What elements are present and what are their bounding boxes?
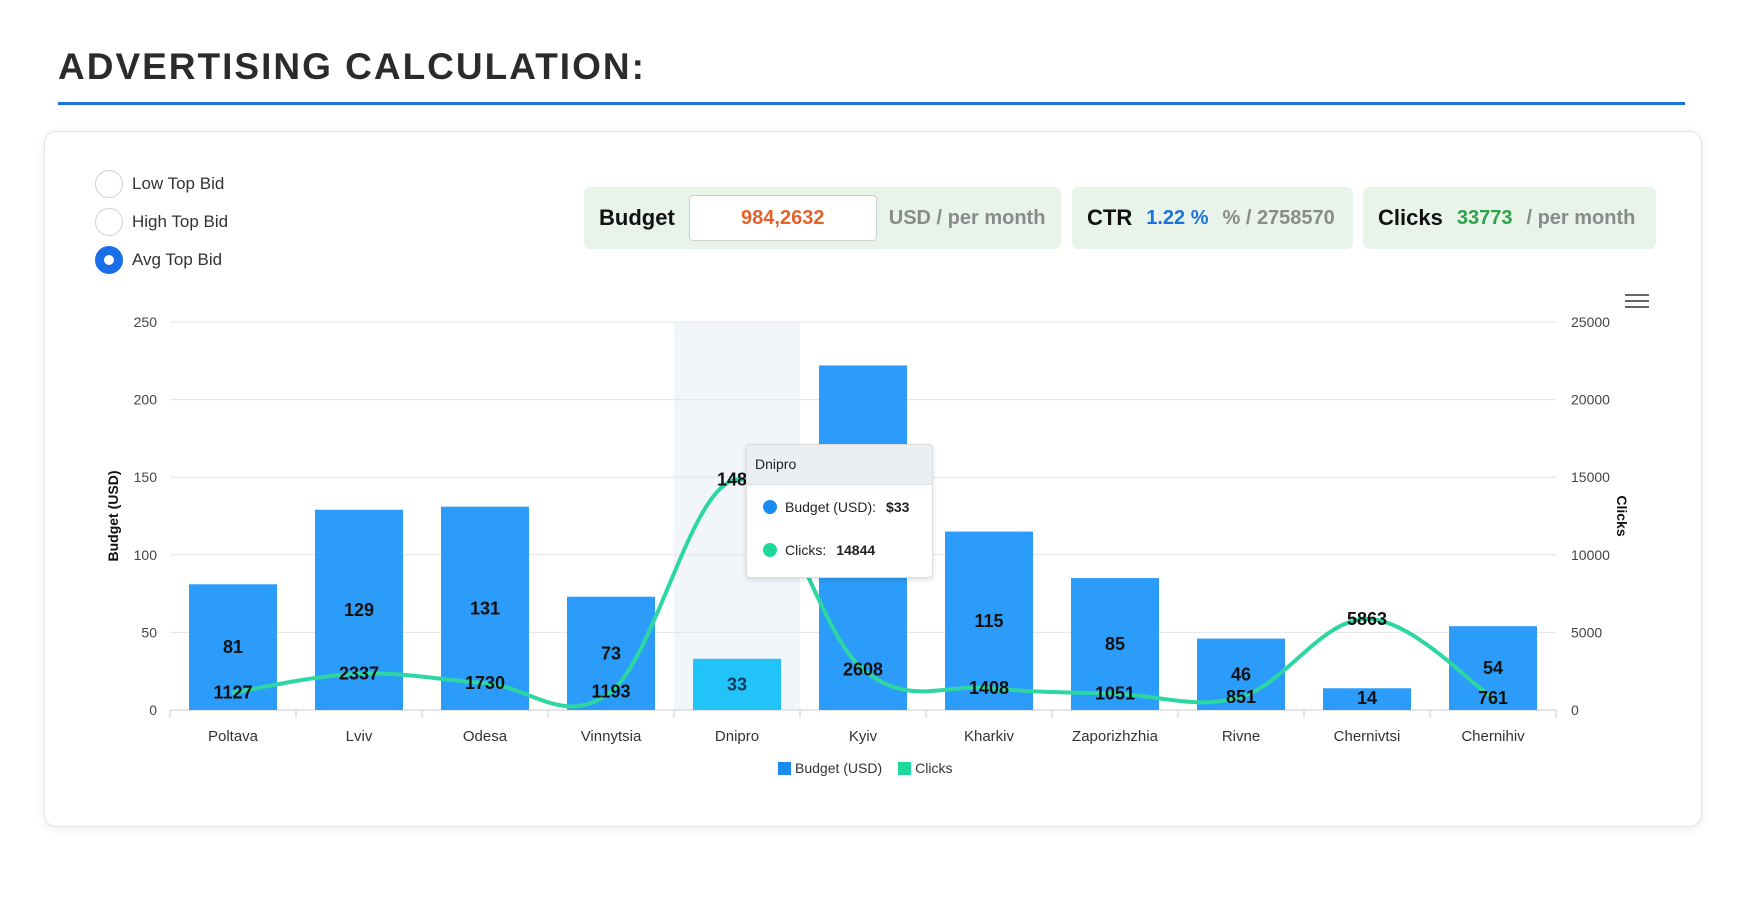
x-tick-label: Dnipro: [715, 728, 759, 745]
tooltip-label: Clicks:: [785, 541, 827, 558]
x-tick-label: Lviv: [346, 728, 373, 745]
legend-swatch: [898, 761, 912, 775]
menu-line: [1625, 294, 1649, 296]
line-data-label: 5863: [1347, 609, 1387, 629]
line-data-label: 851: [1226, 687, 1256, 707]
bid-type-radio-group: Low Top Bid High Top Bid Avg Top Bid: [95, 165, 228, 279]
x-tick-label: Kharkiv: [964, 728, 1015, 745]
title-underline: [58, 102, 1685, 105]
x-tick-label: Poltava: [208, 728, 259, 745]
tooltip-title: Dnipro: [747, 445, 932, 485]
tooltip-dot: [763, 499, 777, 514]
y-tick-label: 0: [149, 702, 157, 718]
page-title: ADVERTISING CALCULATION:: [58, 46, 646, 87]
ctr-unit: % / 2758570: [1222, 206, 1335, 229]
y2-tick-label: 15000: [1571, 469, 1610, 485]
radio-high-top-bid[interactable]: High Top Bid: [95, 203, 228, 241]
radio-button-checked[interactable]: [95, 246, 123, 274]
bar-data-label: 14: [1357, 688, 1377, 708]
bar-data-label: 81: [223, 637, 243, 657]
budget-label: Budget: [599, 205, 675, 230]
tooltip-value: 14844: [836, 541, 876, 558]
y2-tick-label: 25000: [1571, 314, 1610, 330]
tooltip-value: $33: [886, 498, 910, 515]
line-data-label: 761: [1478, 688, 1508, 708]
y2-tick-label: 10000: [1571, 547, 1610, 563]
line-data-label: 1127: [213, 683, 252, 703]
tooltip-row-budget: Budget (USD): $33: [747, 485, 932, 528]
budget-input[interactable]: [688, 195, 877, 241]
radio-low-top-bid[interactable]: Low Top Bid: [95, 165, 228, 203]
clicks-label: Clicks: [1378, 205, 1443, 230]
y2-axis-title: Clicks: [1614, 495, 1630, 536]
x-tick-label: Chernivtsi: [1334, 728, 1401, 745]
clicks-stat-box: Clicks 33773 / per month: [1363, 187, 1656, 249]
legend-swatch: [778, 761, 791, 775]
legend-item-clicks[interactable]: Clicks: [898, 760, 953, 776]
clicks-line: [231, 477, 1495, 709]
budget-stat-box: Budget USD / per month: [584, 187, 1061, 249]
x-tick-label: Chernihiv: [1461, 728, 1525, 745]
radio-button[interactable]: [95, 208, 123, 236]
menu-line: [1625, 306, 1649, 308]
line-data-label: 1193: [591, 681, 630, 701]
y2-tick-label: 5000: [1571, 624, 1602, 640]
line-data-label: 2608: [843, 660, 883, 680]
bar: [441, 506, 529, 710]
legend-label: Clicks: [915, 760, 953, 776]
bar-data-label: 33: [727, 674, 747, 694]
bar-data-label: 73: [601, 643, 621, 663]
bar-data-label: 85: [1105, 634, 1125, 654]
y-tick-label: 50: [141, 624, 157, 640]
x-tick-label: Zaporizhzhia: [1072, 728, 1159, 745]
line-data-label: 1408: [969, 678, 1009, 698]
clicks-unit: / per month: [1526, 206, 1636, 229]
bar-data-label: 131: [470, 598, 500, 618]
bar-data-label: 129: [344, 600, 374, 620]
x-tick-label: Rivne: [1222, 728, 1260, 745]
y-tick-label: 150: [134, 469, 158, 485]
legend-item-budget[interactable]: Budget (USD): [778, 760, 882, 776]
x-tick-label: Odesa: [463, 728, 508, 745]
ctr-label: CTR: [1087, 205, 1133, 230]
bar: [693, 658, 781, 710]
clicks-value: 33773: [1456, 206, 1513, 229]
line-data-label: 1730: [465, 673, 505, 693]
bar-data-label: 115: [974, 611, 1003, 631]
radio-button[interactable]: [95, 170, 123, 198]
bar: [1323, 688, 1411, 710]
y2-tick-label: 0: [1571, 702, 1579, 718]
line-data-label: 1051: [1095, 684, 1135, 704]
y-tick-label: 100: [134, 547, 158, 563]
budget-unit: USD / per month: [888, 206, 1046, 229]
x-tick-label: Kyiv: [849, 728, 878, 745]
y2-tick-label: 20000: [1571, 392, 1610, 408]
chart-legend: Budget (USD) Clicks: [778, 760, 969, 776]
radio-label: Low Top Bid: [132, 174, 225, 193]
chart-menu-icon[interactable]: [1625, 291, 1649, 311]
tooltip-label: Budget (USD):: [785, 498, 877, 515]
x-tick-label: Vinnytsia: [581, 728, 642, 745]
y-tick-label: 200: [134, 392, 158, 408]
menu-line: [1625, 300, 1649, 302]
tooltip-row-clicks: Clicks: 14844: [747, 528, 932, 571]
chart-tooltip: Dnipro Budget (USD): $33 Clicks: 14844: [746, 444, 933, 578]
line-data-label: 2337: [339, 664, 379, 684]
radio-avg-top-bid[interactable]: Avg Top Bid: [95, 241, 228, 279]
bar-data-label: 54: [1483, 658, 1503, 678]
ctr-value: 1.22 %: [1146, 206, 1209, 229]
y-tick-label: 250: [134, 314, 158, 330]
bar: [945, 531, 1033, 710]
bar-data-label: 46: [1231, 664, 1251, 684]
radio-label: Avg Top Bid: [132, 250, 223, 269]
legend-label: Budget (USD): [795, 760, 883, 776]
tooltip-dot: [763, 542, 777, 557]
radio-label: High Top Bid: [132, 212, 229, 231]
y-axis-title: Budget (USD): [105, 471, 121, 562]
ctr-stat-box: CTR 1.22 % % / 2758570: [1072, 187, 1353, 249]
bar: [1071, 578, 1159, 710]
